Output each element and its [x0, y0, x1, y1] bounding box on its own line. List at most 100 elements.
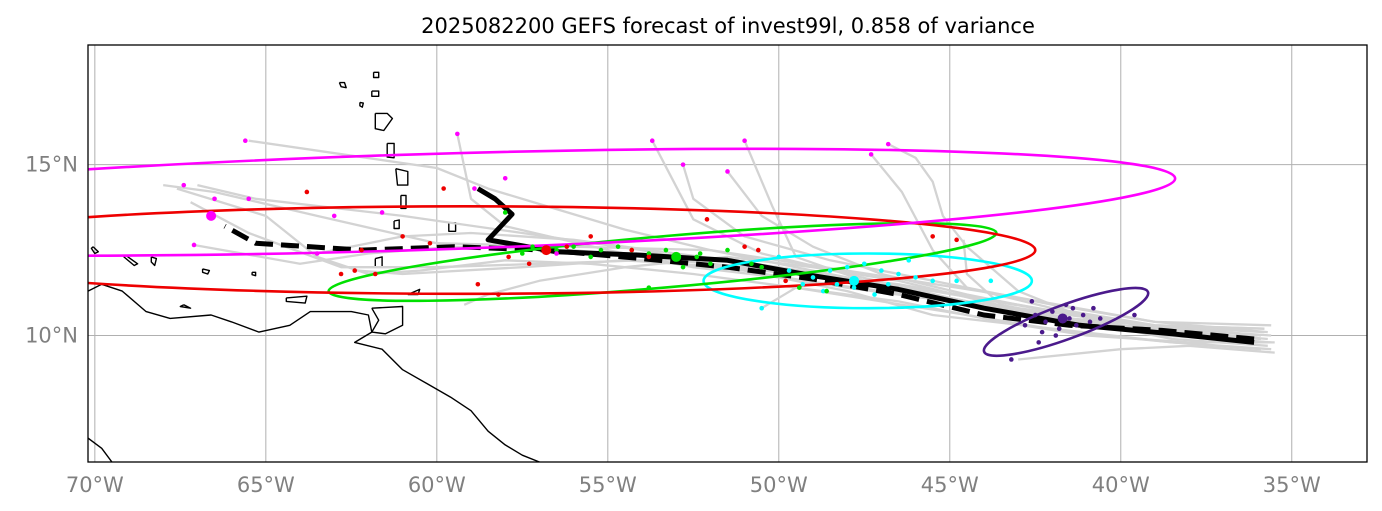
x-tick-label: 55°W — [579, 473, 637, 497]
day4-point — [496, 292, 501, 297]
day3-point — [598, 247, 604, 253]
day3-point — [759, 264, 764, 270]
day1-point — [1053, 333, 1059, 338]
day5-point — [725, 169, 730, 174]
ensemble-mean-track — [476, 186, 1255, 345]
day3-point — [797, 285, 802, 290]
y-tick-label: 15°N — [25, 153, 78, 177]
coastline — [251, 271, 257, 277]
forecast-points — [181, 131, 1137, 362]
day2-point — [776, 254, 782, 260]
x-axis-ticks: 70°W 65°W 60°W 55°W 50°W 45°W 40°W 35°W — [66, 473, 1321, 497]
day2-point — [759, 305, 764, 311]
day4-point — [954, 237, 959, 243]
day5-point — [314, 251, 320, 256]
day1-mean-point — [1057, 313, 1068, 324]
coastline — [374, 112, 394, 132]
coastline — [393, 219, 400, 230]
day4-point — [338, 271, 344, 277]
day2-ellipse — [702, 252, 1034, 310]
x-tick-label: 70°W — [66, 473, 124, 497]
day5-point — [331, 213, 337, 219]
day1-point — [1097, 316, 1103, 321]
day1-point — [1036, 340, 1042, 345]
x-tick-label: 60°W — [408, 473, 466, 497]
day5-point — [246, 196, 252, 202]
day5-point — [868, 152, 874, 157]
day2-point — [786, 268, 792, 273]
day1-point — [1132, 312, 1137, 318]
day2-point — [913, 275, 918, 280]
plot-frame — [87, 44, 1368, 463]
day5-point — [181, 182, 187, 188]
x-tick-label: 65°W — [237, 473, 295, 497]
day2-point — [827, 268, 833, 273]
day4-ellipse — [88, 205, 1037, 296]
ensemble-track — [651, 140, 1265, 344]
day4-point — [304, 189, 310, 195]
day3-point — [694, 254, 700, 260]
day1-point — [1087, 319, 1093, 325]
day2-point — [954, 278, 959, 284]
day2-point — [834, 281, 840, 287]
coastline — [88, 437, 113, 462]
day4-point — [930, 234, 935, 239]
day2-point — [861, 261, 867, 267]
day1-point — [1074, 322, 1079, 328]
day2-point — [885, 281, 891, 287]
x-tick-label: 35°W — [1263, 473, 1321, 497]
day5-point — [680, 162, 686, 167]
ensemble-track — [163, 183, 1272, 327]
coastline — [400, 194, 407, 210]
day1-point — [1043, 319, 1048, 325]
day2-point — [988, 278, 994, 284]
day4-point — [564, 244, 570, 249]
day4-point — [783, 278, 788, 284]
day5-point — [649, 138, 655, 144]
x-tick-label: 40°W — [1092, 473, 1150, 497]
day2-point — [810, 275, 816, 280]
day4-point — [359, 247, 364, 253]
day5-point — [243, 138, 248, 144]
day3-point — [725, 247, 730, 253]
coastline — [201, 268, 211, 275]
day2-point — [930, 278, 935, 284]
coastline — [88, 283, 540, 462]
day3-point — [663, 247, 669, 253]
coastline — [150, 256, 158, 267]
uncertainty-ellipses — [88, 147, 1177, 358]
day2-point — [851, 285, 857, 290]
day5-point — [212, 196, 217, 202]
day1-point — [1080, 312, 1086, 318]
day3-point — [588, 254, 594, 260]
coastline — [90, 246, 100, 255]
day4-point — [755, 247, 761, 253]
day4-point — [742, 244, 747, 249]
day5-point — [379, 210, 385, 215]
day2-point — [820, 288, 826, 294]
coastline — [372, 71, 380, 79]
day1-point — [1091, 305, 1096, 311]
day3-mean-point — [671, 251, 682, 262]
day1-point — [1009, 357, 1014, 362]
day2-point — [906, 258, 912, 263]
y-tick-label: 10°N — [25, 324, 78, 348]
day2-point — [800, 281, 806, 287]
coastline — [359, 101, 364, 108]
day3-point — [520, 251, 525, 256]
day5-point — [554, 251, 559, 256]
ensemble-track — [176, 187, 1275, 344]
day5-point — [472, 186, 477, 191]
day5-point — [191, 242, 197, 248]
day4-point — [526, 261, 532, 267]
day4-point — [646, 254, 652, 260]
x-tick-label: 45°W — [921, 473, 979, 497]
day1-point — [1022, 322, 1028, 328]
day4-point — [352, 268, 358, 273]
x-tick-label: 50°W — [750, 473, 808, 497]
coastline — [371, 90, 380, 98]
day5-point — [885, 141, 891, 147]
day4-point — [588, 234, 594, 239]
day1-point — [1070, 305, 1076, 311]
